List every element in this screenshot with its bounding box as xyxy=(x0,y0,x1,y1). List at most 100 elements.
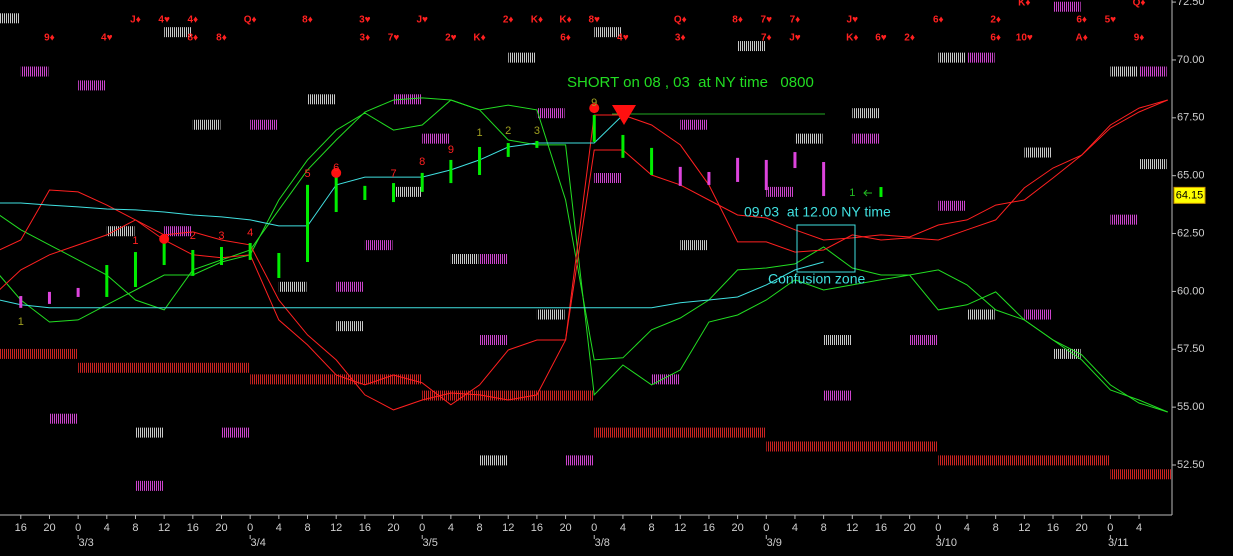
zone xyxy=(823,390,852,401)
zone xyxy=(164,27,192,38)
series-line xyxy=(0,97,1168,413)
count-label: 3 xyxy=(218,230,224,242)
y-tick-label: 60.00 xyxy=(1177,285,1205,297)
card-label: 8♥ xyxy=(588,15,600,26)
card-label: 6♦ xyxy=(1076,15,1087,26)
lines xyxy=(0,97,1168,413)
card-label: Q♦ xyxy=(1133,0,1146,9)
zone xyxy=(594,427,766,438)
x-tick-label: 0 xyxy=(75,522,81,534)
y-tick-label: 62.50 xyxy=(1177,227,1205,239)
date-tick-label: 3/10 xyxy=(936,537,957,549)
date-tick-label: 3/8 xyxy=(595,537,610,549)
zone xyxy=(336,321,364,332)
x-tick-label: 4 xyxy=(448,522,454,534)
card-label: 3♦ xyxy=(675,33,686,44)
x-tick-label: 0 xyxy=(935,522,941,534)
card-label: 6♦ xyxy=(933,15,944,26)
card-label: J♥ xyxy=(416,15,428,26)
x-tick-label: 4 xyxy=(104,522,110,534)
x-tick-label: 4 xyxy=(1136,522,1142,534)
x-tick-label: 8 xyxy=(649,522,655,534)
zone xyxy=(278,281,307,292)
card-label: 2♥ xyxy=(445,33,457,44)
zone xyxy=(680,119,708,130)
x-tick-label: 8 xyxy=(476,522,482,534)
zone xyxy=(164,226,192,237)
count-label: 4 xyxy=(247,227,253,239)
card-label: 4♥ xyxy=(617,33,629,44)
zone xyxy=(680,240,708,251)
zone xyxy=(1024,147,1053,158)
x-tick-label: 20 xyxy=(1076,522,1088,534)
count-label: 8 xyxy=(419,156,425,168)
x-tick-label: 16 xyxy=(359,522,371,534)
zone xyxy=(479,335,508,346)
zone xyxy=(766,441,938,452)
zone xyxy=(938,52,966,63)
confusion-box xyxy=(796,224,856,273)
zone xyxy=(536,309,565,320)
x-tick-label: 12 xyxy=(158,522,170,534)
zone xyxy=(508,52,536,63)
zone xyxy=(221,427,250,438)
zone xyxy=(594,172,622,183)
x-tick-label: 0 xyxy=(419,522,425,534)
x-tick-label: 4 xyxy=(964,522,970,534)
card-label: Q♦ xyxy=(244,15,257,26)
card-label: Q♦ xyxy=(674,15,687,26)
count-label: 1 xyxy=(476,127,482,139)
zone xyxy=(250,374,422,385)
zone xyxy=(78,362,250,373)
zone xyxy=(106,226,135,237)
zone xyxy=(651,374,680,385)
card-label: K♦ xyxy=(531,15,543,26)
x-tick-label: 0 xyxy=(763,522,769,534)
y-tick-label: 67.50 xyxy=(1177,112,1205,124)
zone xyxy=(135,427,164,438)
count-label: 1 xyxy=(849,187,855,199)
zone xyxy=(766,186,794,197)
zone xyxy=(938,200,966,211)
zone xyxy=(364,240,393,251)
zone xyxy=(0,348,78,359)
signal-dot xyxy=(589,103,600,114)
x-tick-label: 0 xyxy=(1107,522,1113,534)
card-label: A♦ xyxy=(1076,33,1088,44)
zone xyxy=(1139,159,1167,170)
card-label: 2♦ xyxy=(990,15,1001,26)
y-tick-label: 52.50 xyxy=(1177,459,1205,471)
zones xyxy=(0,1,1171,491)
x-tick-label: 16 xyxy=(187,522,199,534)
y-tick-label: 72.50 xyxy=(1177,0,1205,8)
count-label: 1 xyxy=(132,235,138,247)
zone xyxy=(336,281,364,292)
x-tick-label: 16 xyxy=(15,522,27,534)
count-label: 5 xyxy=(304,168,310,180)
card-label: 6♦ xyxy=(990,33,1001,44)
card-label: 8♦ xyxy=(216,33,227,44)
zone xyxy=(479,254,508,265)
card-label: J♥ xyxy=(789,33,801,44)
count-label: 6 xyxy=(333,162,339,174)
zone xyxy=(823,335,852,346)
zone xyxy=(594,27,622,38)
card-label: 10♥ xyxy=(1016,33,1033,44)
zone xyxy=(1110,66,1139,77)
card-label: J♥ xyxy=(847,15,859,26)
zone xyxy=(794,133,823,144)
x-tick-label: 12 xyxy=(1018,522,1030,534)
count-label: 7 xyxy=(390,168,396,180)
card-label: 4♦ xyxy=(187,15,198,26)
count-label: 1 xyxy=(18,316,24,328)
x-tick-label: 16 xyxy=(1047,522,1059,534)
series-line xyxy=(0,99,1168,411)
y-tick-label: 65.00 xyxy=(1177,170,1205,182)
series-line xyxy=(0,99,1168,406)
x-tick-label: 20 xyxy=(559,522,571,534)
zone xyxy=(450,254,479,265)
x-tick-label: 20 xyxy=(904,522,916,534)
zone xyxy=(1110,214,1139,225)
x-tick-label: 4 xyxy=(792,522,798,534)
